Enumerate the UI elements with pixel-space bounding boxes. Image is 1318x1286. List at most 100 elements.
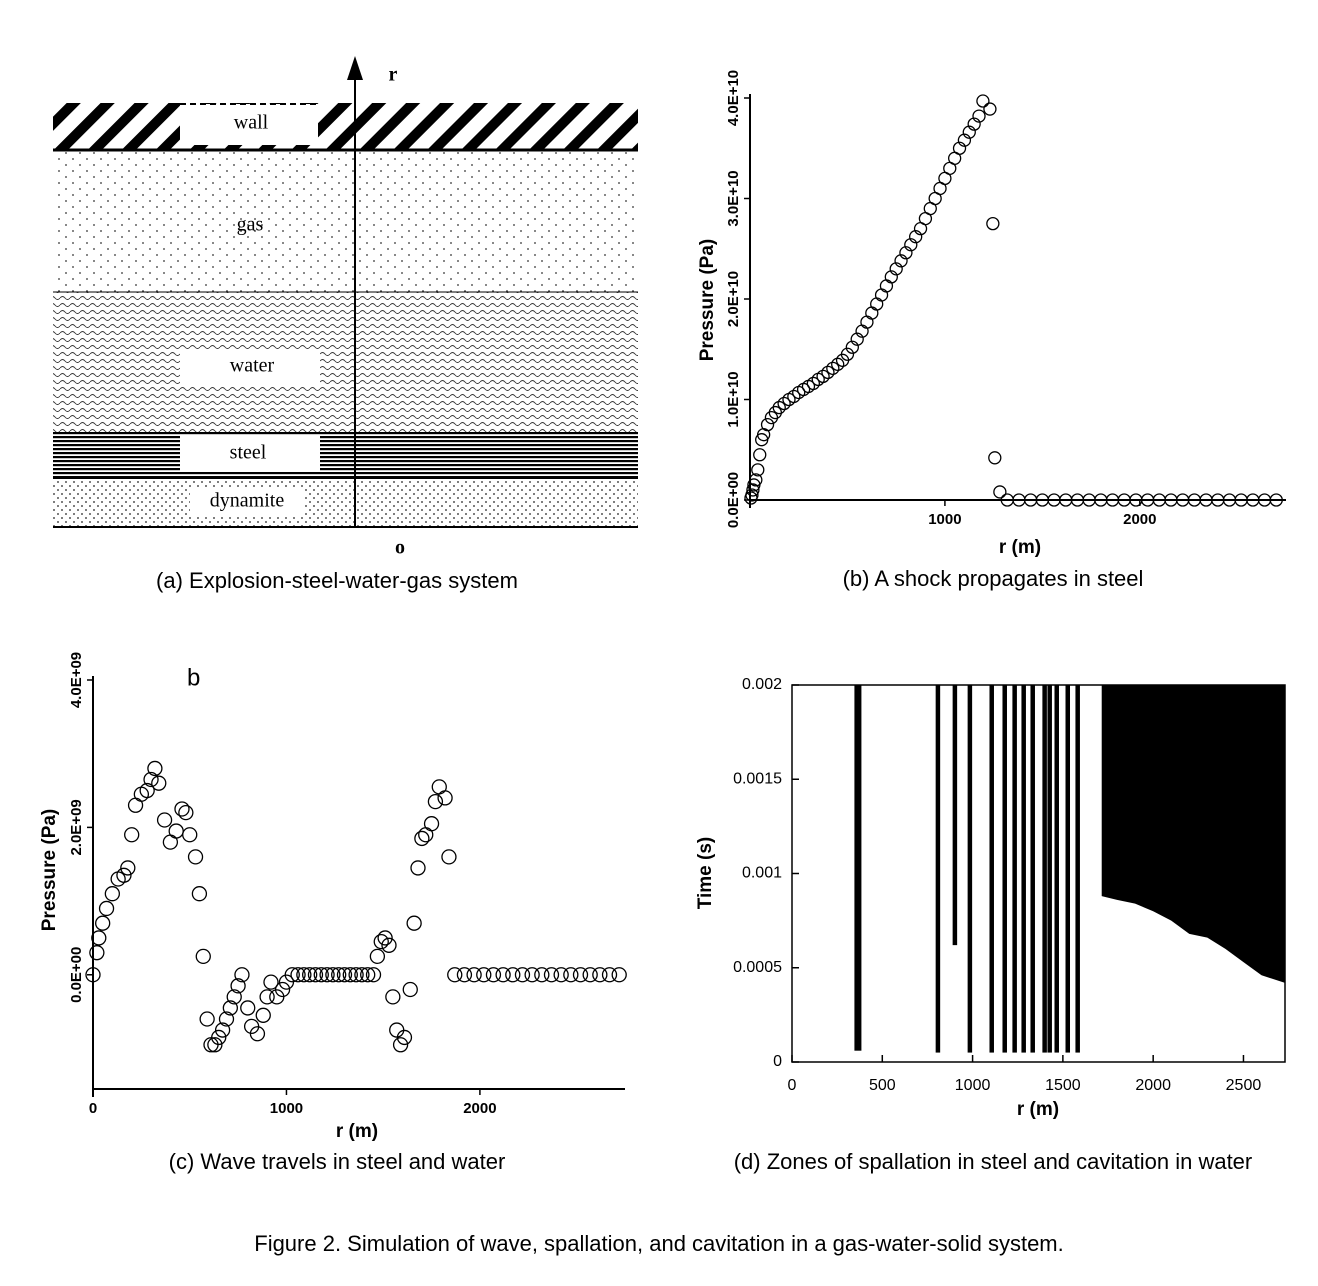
data-point: [611, 967, 627, 983]
data-point: [174, 801, 190, 817]
y-tick-label: 0.0E+00: [725, 472, 742, 528]
x-tick-label: 2000: [1135, 1077, 1171, 1094]
data-point: [127, 797, 144, 813]
y-tick-label: 2.0E+10: [725, 271, 742, 327]
data-point: [199, 1011, 215, 1027]
data-point: [884, 270, 898, 284]
data-point: [456, 967, 473, 983]
data-point: [104, 886, 120, 902]
data-point: [156, 812, 173, 828]
origin-label: o: [395, 537, 405, 559]
data-point: [402, 981, 418, 998]
x-tick-label: 0: [788, 1077, 797, 1094]
dynamite-layer: [53, 478, 638, 527]
data-point: [967, 117, 981, 131]
layer-label: gas: [237, 214, 264, 236]
data-point: [116, 867, 132, 883]
spallation-zone: [1042, 685, 1047, 1053]
x-tick-label: 1000: [955, 1077, 991, 1094]
x-tick-label: 1000: [928, 511, 961, 528]
label-box: [180, 104, 318, 145]
data-point: [410, 860, 426, 876]
data-point: [874, 288, 889, 302]
data-point: [91, 930, 107, 946]
data-point: [360, 967, 376, 983]
spallation-zone: [1021, 685, 1026, 1053]
data-point: [369, 948, 386, 965]
x-tick-label: 2500: [1226, 1077, 1262, 1094]
data-point: [860, 315, 874, 329]
x-tick-label: 2000: [1123, 511, 1156, 528]
data-point: [342, 967, 358, 983]
y-tick-label: 0.001: [742, 865, 782, 882]
data-point: [909, 230, 923, 244]
y-tick-label: 0.0005: [733, 959, 782, 976]
data-point: [240, 1000, 256, 1016]
data-point: [365, 967, 382, 983]
data-point: [745, 488, 759, 502]
label-box: [190, 488, 305, 516]
data-point: [746, 483, 760, 497]
data-point: [296, 967, 312, 983]
data-point: [879, 279, 894, 293]
data-point: [139, 782, 155, 799]
data-point: [983, 102, 997, 116]
caption: (d) Zones of spallation in steel and cav…: [734, 1149, 1253, 1174]
caption: (a) Explosion-steel-water-gas system: [156, 568, 518, 593]
data-point: [124, 827, 140, 843]
data-point: [143, 771, 159, 788]
data-point: [592, 967, 608, 983]
spallation-zone: [1075, 685, 1080, 1053]
caption: (b) A shock propagates in steel: [843, 566, 1144, 591]
layer-label: wall: [234, 112, 269, 134]
spallation-zone: [967, 685, 973, 1053]
data-point: [894, 254, 908, 268]
spallation-zone: [1047, 685, 1052, 1053]
data-point: [307, 967, 324, 983]
data-point: [331, 967, 347, 983]
x-tick-label: 0: [89, 1100, 97, 1117]
data-point: [753, 448, 767, 462]
data-point: [354, 967, 370, 983]
data-point: [952, 141, 967, 155]
data-point: [207, 1037, 223, 1053]
y-tick-label: 0.0015: [733, 770, 782, 787]
x-tick-label: 1000: [270, 1100, 303, 1117]
data-point: [259, 989, 275, 1005]
data-point: [336, 967, 353, 983]
data-point: [870, 297, 884, 311]
data-point: [290, 967, 306, 983]
data-point: [787, 389, 801, 404]
x-tick-label: 2000: [463, 1100, 496, 1117]
data-point: [772, 400, 786, 415]
data-point: [89, 945, 105, 961]
steel-layer: [53, 432, 638, 478]
spallation-zone: [1002, 685, 1007, 1053]
data-point: [777, 396, 791, 411]
x-axis-label: r (m): [336, 1121, 378, 1142]
gas-layer: [53, 150, 638, 292]
data-point: [414, 830, 430, 847]
data-point: [543, 967, 560, 983]
annotation: b: [187, 664, 200, 691]
axis-label: r: [389, 64, 398, 86]
spallation-zone: [989, 685, 994, 1053]
data-point: [582, 967, 598, 983]
data-point: [505, 967, 521, 983]
x-tick-label: 1500: [1045, 1077, 1081, 1094]
data-point: [168, 823, 184, 839]
data-point: [962, 125, 976, 139]
data-point: [381, 937, 397, 953]
data-point: [826, 361, 840, 375]
layer-label: water: [230, 355, 275, 377]
data-point: [986, 216, 1000, 231]
data-point: [95, 915, 111, 931]
data-point: [904, 238, 918, 252]
data-point: [865, 306, 879, 320]
x-axis-label: r (m): [1017, 1099, 1059, 1120]
data-point: [447, 967, 463, 983]
data-point: [230, 978, 246, 994]
y-tick-label: 4.0E+10: [725, 70, 742, 126]
data-point: [151, 775, 167, 791]
